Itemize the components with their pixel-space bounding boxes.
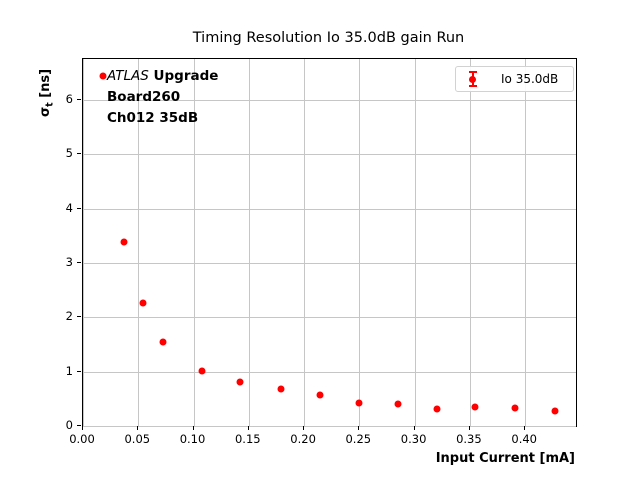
- legend-box: Io 35.0dB: [455, 66, 574, 92]
- y-axis-label: σt [ns]: [38, 69, 56, 117]
- y-tick-label: 6: [65, 91, 73, 106]
- y-axis-label-sigma: σ: [38, 106, 53, 117]
- y-axis-label-unit: [ns]: [38, 68, 53, 103]
- errorbar-marker-icon: [468, 70, 477, 88]
- gridline-vertical: [304, 59, 306, 426]
- annotation-block: ATLAS Upgrade Board260 Ch012 35dB: [107, 66, 218, 129]
- x-tick-label: 0.00: [69, 432, 95, 446]
- x-tick-label: 0.35: [456, 432, 482, 446]
- x-tick-label: 0.25: [345, 432, 372, 446]
- y-tick-mark: [77, 316, 81, 318]
- data-point: [316, 391, 324, 399]
- gridline-horizontal: [83, 371, 576, 373]
- gridline-vertical: [193, 59, 195, 426]
- x-tick-mark: [247, 426, 249, 430]
- x-tick-mark: [82, 426, 83, 430]
- plot-area: [82, 58, 577, 427]
- data-point: [198, 367, 206, 374]
- y-tick-label: 2: [65, 309, 73, 324]
- x-tick-label: 0.15: [234, 432, 261, 446]
- y-tick-label: 5: [65, 146, 73, 161]
- annotation-line-1: ATLAS Upgrade: [107, 66, 218, 87]
- x-tick-mark: [192, 426, 194, 430]
- annotation-line-2: Board260: [107, 89, 181, 105]
- gridline-vertical: [138, 59, 140, 426]
- y-tick-label: 3: [65, 254, 73, 269]
- x-tick-mark: [358, 426, 360, 430]
- annotation-atlas: ATLAS: [107, 68, 149, 84]
- errorbar-cap-top: [469, 71, 477, 73]
- x-tick-label: 0.05: [124, 432, 151, 446]
- gridline-vertical: [248, 59, 250, 426]
- gridline-vertical: [414, 59, 416, 426]
- data-point: [471, 403, 479, 411]
- annotation-line-3: Ch012 35dB: [107, 110, 199, 126]
- gridline-horizontal: [83, 317, 576, 319]
- gridline-vertical: [83, 59, 84, 426]
- x-tick-label: 0.30: [400, 432, 427, 446]
- y-tick-mark: [77, 98, 81, 100]
- x-tick-mark: [524, 426, 526, 430]
- annotation-upgrade: Upgrade: [148, 68, 219, 84]
- data-point: [139, 299, 147, 307]
- gridline-vertical: [469, 59, 471, 426]
- data-point: [394, 400, 402, 408]
- y-tick-mark: [77, 425, 81, 426]
- y-axis-label-subscript: t: [44, 102, 56, 107]
- x-tick-mark: [413, 426, 415, 430]
- data-point: [120, 238, 128, 246]
- data-point: [99, 72, 107, 80]
- errorbar-dot: [468, 75, 476, 83]
- gridline-horizontal: [83, 262, 576, 264]
- y-tick-mark: [77, 370, 81, 372]
- x-tick-mark: [468, 426, 470, 430]
- x-tick-label: 0.10: [179, 432, 206, 446]
- x-tick-mark: [303, 426, 305, 430]
- legend-label: Io 35.0dB: [501, 72, 559, 86]
- gridline-horizontal: [83, 426, 576, 427]
- data-point: [277, 385, 285, 393]
- y-tick-label: 0: [65, 418, 73, 432]
- gridline-horizontal: [83, 99, 576, 101]
- x-axis-label: Input Current [mA]: [435, 451, 575, 466]
- y-tick-mark: [77, 153, 81, 155]
- y-tick-label: 4: [65, 200, 73, 215]
- gridline-horizontal: [83, 154, 576, 156]
- gridline-vertical: [359, 59, 361, 426]
- x-tick-mark: [137, 426, 139, 430]
- y-tick-mark: [77, 207, 81, 209]
- data-point: [355, 399, 363, 407]
- y-tick-label: 1: [65, 363, 73, 378]
- errorbar-cap-bottom: [469, 85, 477, 87]
- chart-title: Timing Resolution Io 35.0dB gain Run: [192, 30, 465, 46]
- data-point: [236, 378, 244, 386]
- gridline-vertical: [525, 59, 527, 426]
- data-point: [551, 407, 559, 415]
- gridline-horizontal: [83, 208, 576, 210]
- x-tick-label: 0.20: [290, 432, 316, 446]
- data-point: [511, 404, 519, 412]
- data-point: [433, 405, 441, 413]
- x-tick-label: 0.40: [511, 432, 537, 446]
- data-point: [159, 338, 167, 346]
- y-tick-mark: [77, 261, 81, 263]
